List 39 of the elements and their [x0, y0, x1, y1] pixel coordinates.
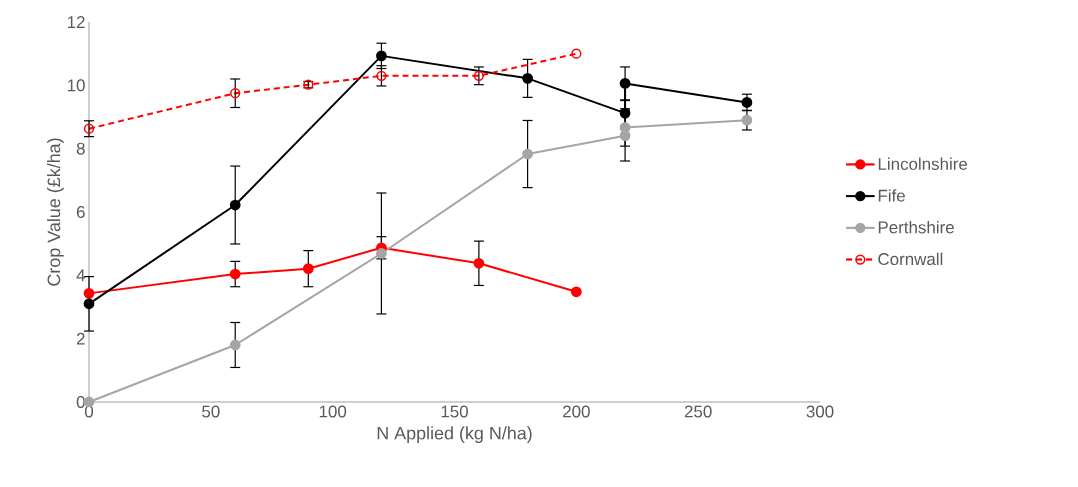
y-tick-label: 8	[76, 142, 85, 155]
point	[83, 298, 95, 310]
y-tick-label: 6	[76, 205, 85, 218]
x-tick-label: 100	[319, 405, 347, 418]
x-tick-label: 300	[806, 405, 834, 418]
point	[571, 48, 582, 59]
x-tick-label: 200	[563, 405, 590, 418]
legend-label: Fife	[878, 189, 905, 202]
point	[473, 70, 485, 81]
y-tick-label: 12	[67, 16, 85, 28]
y-tick-label: 10	[67, 79, 85, 92]
y-tick-label: 4	[76, 269, 85, 282]
point	[619, 107, 631, 119]
point	[230, 88, 241, 99]
point	[741, 114, 753, 126]
y-axis-title: Crop Value (£k/ha)	[47, 138, 64, 286]
legend-label: Lincolnshire	[878, 157, 968, 170]
point	[619, 78, 631, 89]
point	[522, 72, 533, 84]
point	[376, 50, 387, 62]
legend-label: Cornwall	[878, 252, 943, 266]
point	[229, 268, 241, 280]
point	[376, 248, 387, 259]
x-axis-title: N Applied (kg N/ha)	[377, 426, 532, 444]
point	[522, 148, 533, 160]
x-tick-label: 150	[441, 405, 468, 418]
y-tick-label: 2	[76, 332, 85, 345]
legend-label: Perthshire	[878, 220, 954, 234]
point	[229, 199, 241, 211]
point	[302, 263, 314, 275]
point	[473, 257, 485, 269]
point	[570, 286, 582, 298]
point	[741, 97, 753, 108]
point	[83, 123, 95, 134]
x-tick-label: 250	[684, 405, 712, 418]
point	[229, 339, 241, 351]
point	[619, 122, 631, 133]
point	[83, 287, 95, 299]
x-tick-label: 50	[202, 405, 220, 418]
